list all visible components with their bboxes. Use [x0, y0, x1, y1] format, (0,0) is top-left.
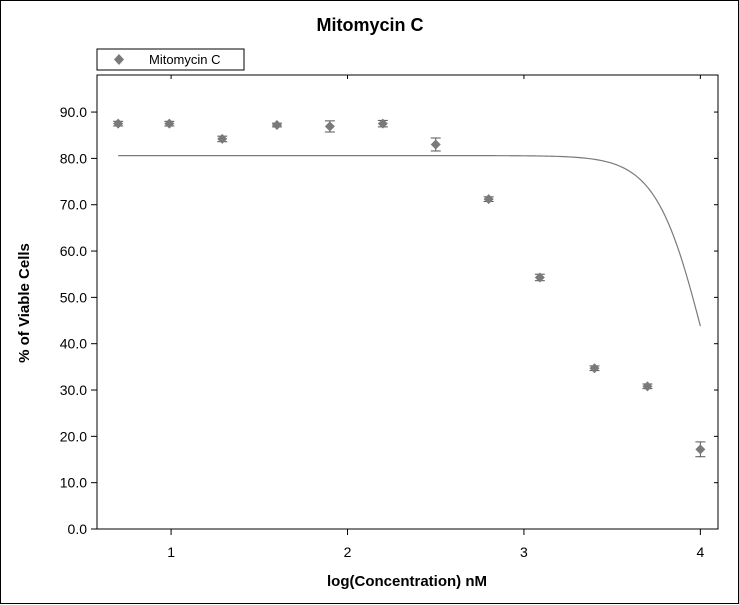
fit-curve-layer: [118, 155, 701, 327]
x-tick-label: 3: [520, 544, 528, 560]
data-point: [164, 118, 175, 129]
diamond-marker: [430, 139, 441, 150]
data-point: [324, 120, 335, 133]
x-tick-label: 2: [344, 544, 352, 560]
y-tick-label: 30.0: [60, 382, 87, 398]
legend-label: Mitomycin C: [149, 52, 221, 67]
legend-marker-icon: [114, 54, 124, 65]
diamond-marker: [113, 118, 124, 129]
data-point: [217, 133, 228, 144]
y-axis-label: % of Viable Cells: [16, 243, 33, 363]
y-tick-label: 80.0: [60, 150, 87, 166]
diamond-marker: [642, 381, 653, 392]
chart-title: Mitomycin C: [316, 15, 423, 35]
diamond-marker: [589, 363, 600, 374]
y-tick-label: 50.0: [60, 289, 87, 305]
data-point: [430, 137, 441, 152]
diamond-marker: [324, 121, 335, 132]
diamond-marker: [483, 194, 494, 205]
y-axis: 0.0 10.0 20.0 30.0 40.0 50.0 60.0 70.0 80.0 90.0: [60, 104, 718, 537]
diamond-marker: [217, 133, 228, 144]
data-point: [483, 194, 494, 205]
data-point: [534, 272, 545, 283]
y-tick-label: 70.0: [60, 197, 87, 213]
data-point: [589, 363, 600, 374]
legend: Mitomycin C: [96, 48, 245, 71]
y-tick-label: 90.0: [60, 104, 87, 120]
diamond-marker: [164, 118, 175, 129]
x-tick-label: 1: [167, 544, 175, 560]
y-tick-label: 10.0: [60, 475, 87, 491]
data-point: [377, 118, 388, 129]
y-tick-label: 20.0: [60, 428, 87, 444]
legend-box: [96, 48, 245, 71]
diamond-marker: [271, 120, 282, 131]
diamond-marker: [534, 272, 545, 283]
data-point: [271, 120, 282, 131]
data-point: [113, 118, 124, 129]
plot-area: [96, 74, 719, 530]
x-axis-label: log(Concentration) nM: [327, 573, 487, 590]
y-tick-label: 0.0: [68, 521, 88, 537]
diamond-marker: [377, 118, 388, 129]
data-points-layer: [113, 118, 706, 458]
y-tick-label: 60.0: [60, 243, 87, 259]
y-tick-label: 40.0: [60, 336, 87, 352]
diamond-marker: [695, 444, 706, 455]
fit-curve: [118, 155, 701, 327]
data-point: [695, 441, 706, 458]
data-point: [642, 381, 653, 392]
x-tick-label: 4: [696, 544, 704, 560]
x-axis: 1 2 3 4: [167, 75, 704, 560]
